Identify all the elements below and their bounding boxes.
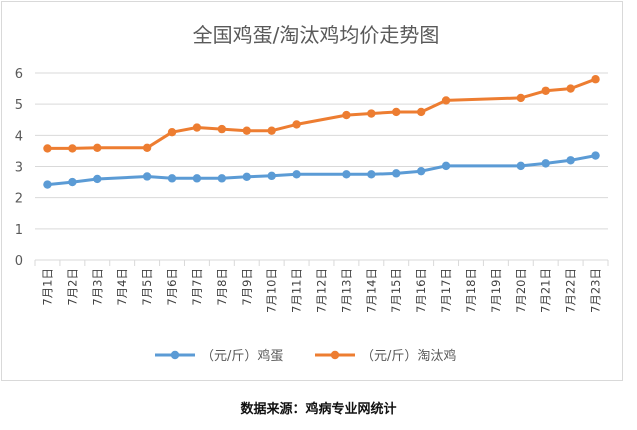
x-tick-label: 7月14日 bbox=[364, 268, 378, 313]
x-axis-ticks: 7月1日 7月2日 7月3日 7月4日 7月5日 7月6日 7月7日 7月8日 7月9日 7月10… bbox=[34, 260, 609, 313]
data-point bbox=[43, 180, 52, 189]
data-point bbox=[441, 161, 451, 171]
x-tick-label: 7月8日 bbox=[215, 268, 229, 306]
y-tick-label: 2 bbox=[15, 192, 23, 207]
x-tick-label: 7月13日 bbox=[339, 268, 353, 313]
legend-label: （元/斤）鸡蛋 bbox=[201, 348, 283, 364]
y-tick-label: 0 bbox=[15, 254, 23, 269]
data-point bbox=[267, 126, 276, 135]
x-tick-label: 7月20日 bbox=[514, 268, 528, 313]
series-line-1 bbox=[47, 154, 596, 187]
data-point bbox=[591, 75, 600, 84]
x-tick-label: 7月21日 bbox=[539, 268, 553, 313]
x-tick-label: 7月1日 bbox=[40, 268, 54, 306]
data-point bbox=[591, 151, 600, 160]
data-point bbox=[242, 126, 251, 135]
x-tick-label: 7月7日 bbox=[190, 268, 204, 306]
data-point bbox=[516, 93, 526, 103]
data-point bbox=[541, 86, 550, 95]
y-tick-label: 5 bbox=[15, 98, 23, 113]
x-tick-label: 7月22日 bbox=[564, 268, 578, 313]
data-source-note: 数据来源：鸡病专业网统计 bbox=[240, 402, 397, 417]
data-point bbox=[541, 159, 550, 168]
data-point bbox=[416, 166, 426, 176]
data-point bbox=[392, 169, 401, 178]
chart-title: 全国鸡蛋/淘汰鸡均价走势图 bbox=[193, 23, 440, 47]
data-point bbox=[217, 174, 227, 183]
data-point bbox=[267, 171, 276, 181]
data-point bbox=[566, 156, 575, 165]
series-lines bbox=[43, 75, 600, 189]
data-point bbox=[142, 143, 152, 152]
legend-swatch-marker bbox=[170, 350, 180, 360]
data-point bbox=[367, 109, 376, 118]
data-point bbox=[367, 170, 376, 179]
data-point bbox=[192, 174, 202, 183]
x-tick-label: 7月11日 bbox=[290, 268, 304, 313]
x-tick-label: 7月16日 bbox=[414, 268, 428, 313]
data-point bbox=[342, 110, 351, 120]
y-tick-label: 6 bbox=[15, 67, 23, 82]
x-tick-label: 7月2日 bbox=[65, 268, 79, 306]
data-point bbox=[342, 170, 351, 179]
x-tick-label: 7月10日 bbox=[265, 268, 279, 313]
chart-frame bbox=[1, 1, 623, 381]
x-tick-label: 7月19日 bbox=[489, 268, 503, 313]
data-point bbox=[292, 120, 301, 129]
series-line-2 bbox=[47, 77, 597, 150]
data-point bbox=[43, 144, 52, 153]
data-point bbox=[516, 161, 526, 171]
x-tick-label: 7月9日 bbox=[240, 268, 254, 306]
data-point bbox=[68, 144, 77, 153]
legend-swatch-marker bbox=[330, 350, 340, 360]
x-tick-label: 7月17日 bbox=[439, 268, 453, 313]
x-tick-label: 7月5日 bbox=[140, 268, 154, 306]
y-axis-ticks: 0 1 2 3 4 5 6 bbox=[15, 67, 23, 269]
data-point bbox=[566, 84, 575, 93]
x-tick-label: 7月12日 bbox=[315, 268, 329, 313]
data-point bbox=[416, 107, 426, 117]
data-point bbox=[392, 107, 401, 117]
data-point bbox=[167, 128, 177, 137]
y-tick-label: 1 bbox=[15, 223, 23, 238]
data-point bbox=[68, 177, 77, 187]
y-tick-label: 3 bbox=[15, 161, 23, 176]
data-point bbox=[142, 172, 152, 181]
data-point bbox=[93, 174, 102, 184]
x-tick-label: 7月15日 bbox=[389, 268, 403, 313]
data-point bbox=[292, 170, 301, 179]
x-tick-label: 7月23日 bbox=[589, 268, 603, 313]
data-point bbox=[167, 174, 177, 183]
x-tick-label: 7月6日 bbox=[165, 268, 179, 306]
legend: （元/斤）鸡蛋 （元/斤）淘汰鸡 bbox=[155, 348, 456, 364]
data-point bbox=[441, 96, 451, 105]
gridlines bbox=[35, 72, 608, 261]
x-tick-label: 7月3日 bbox=[90, 268, 104, 306]
data-point bbox=[192, 123, 202, 132]
x-tick-label: 7月18日 bbox=[464, 268, 478, 313]
legend-label: （元/斤）淘汰鸡 bbox=[361, 348, 456, 364]
data-point bbox=[242, 172, 251, 181]
y-tick-label: 4 bbox=[15, 129, 23, 144]
data-point bbox=[93, 143, 102, 152]
x-tick-label: 7月4日 bbox=[115, 268, 129, 306]
data-point bbox=[217, 124, 227, 134]
